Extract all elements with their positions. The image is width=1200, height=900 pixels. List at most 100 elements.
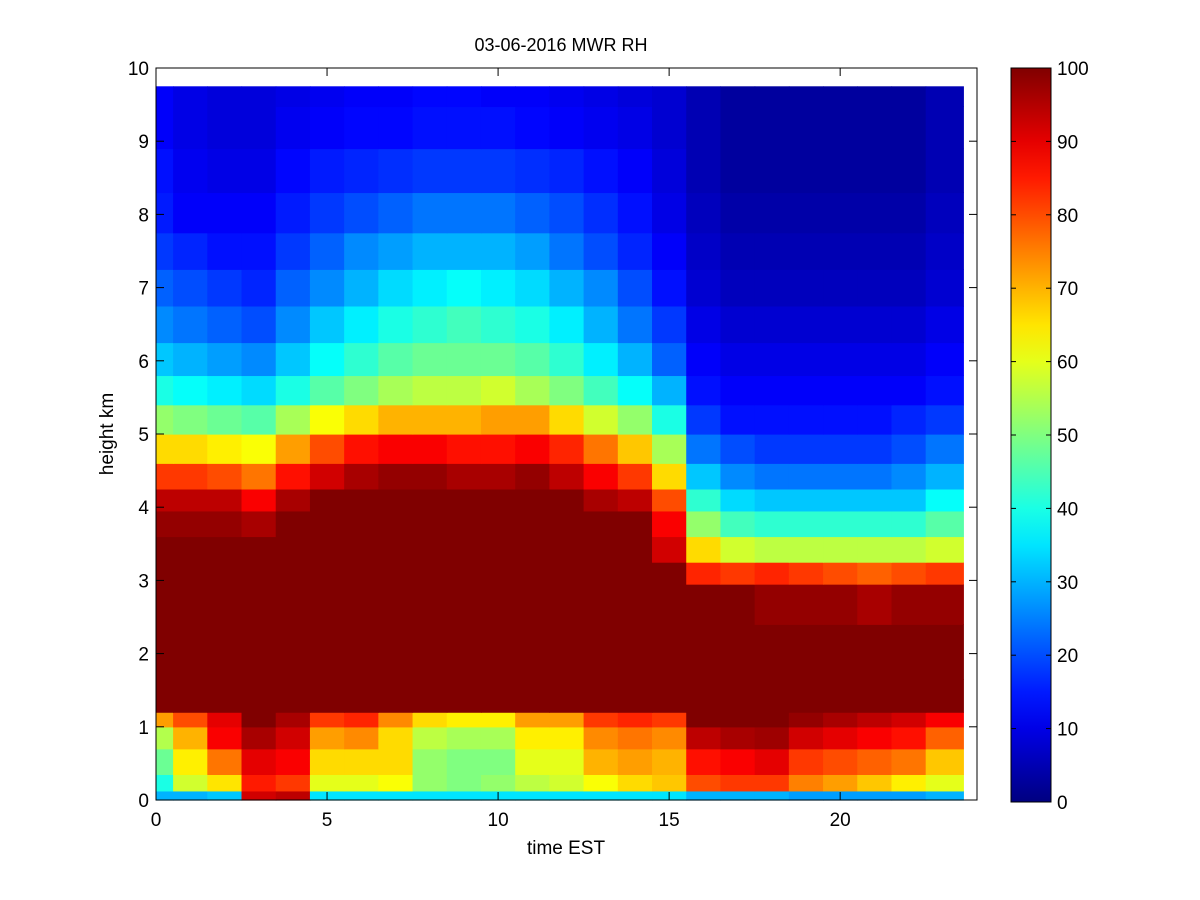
heatmap-cell	[857, 584, 893, 625]
heatmap-cell	[241, 790, 277, 801]
heatmap-cell	[720, 148, 756, 194]
heatmap-cell	[720, 510, 756, 538]
heatmap-cell	[412, 624, 448, 680]
heatmap-cell	[754, 86, 790, 108]
heatmap-cell	[241, 624, 277, 680]
heatmap-cell	[686, 404, 722, 435]
heatmap-cell	[788, 562, 824, 585]
heatmap-cell	[480, 342, 516, 377]
heatmap-cell	[549, 774, 585, 792]
heatmap-cell	[754, 463, 790, 490]
heatmap-cell	[754, 774, 790, 792]
heatmap-cell	[515, 624, 550, 680]
heatmap-cell	[446, 232, 482, 270]
heatmap-cell	[925, 488, 964, 512]
chart-title: 03-06-2016 MWR RH	[474, 35, 647, 55]
heatmap-cell	[857, 434, 893, 464]
heatmap-cell	[686, 510, 722, 538]
heatmap-cell	[156, 712, 174, 728]
heatmap-cell	[720, 584, 756, 625]
heatmap-cell	[686, 269, 722, 307]
heatmap-cell	[754, 726, 790, 750]
heatmap-cell	[275, 712, 311, 728]
heatmap-cell	[241, 86, 277, 108]
y-tick-label: 10	[128, 59, 149, 80]
heatmap-cell	[344, 774, 379, 792]
heatmap-cell	[754, 536, 790, 563]
heatmap-cell	[720, 404, 756, 435]
heatmap-cell	[891, 305, 927, 344]
heatmap-cell	[788, 712, 824, 728]
heatmap-cells	[156, 86, 964, 801]
heatmap-cell	[754, 488, 790, 512]
heatmap-cell	[925, 375, 964, 406]
heatmap-cell	[617, 510, 653, 538]
heatmap-cell	[275, 488, 311, 512]
heatmap-cell	[857, 192, 893, 234]
heatmap-cell	[788, 342, 824, 377]
heatmap-cell	[686, 86, 722, 108]
heatmap-cell	[652, 562, 687, 585]
y-tick-label: 2	[138, 645, 149, 666]
heatmap-cell	[344, 148, 379, 194]
heatmap-cell	[480, 232, 516, 270]
heatmap-cell	[652, 584, 687, 625]
heatmap-cell	[275, 342, 311, 377]
heatmap-cell	[156, 536, 174, 563]
heatmap-cell	[823, 342, 858, 377]
heatmap-cell	[754, 269, 790, 307]
heatmap-cell	[207, 192, 243, 234]
heatmap-cell	[823, 584, 858, 625]
heatmap-cell	[446, 106, 482, 150]
heatmap-cell	[788, 774, 824, 792]
heatmap-cell	[378, 679, 414, 713]
heatmap-cell	[617, 148, 653, 194]
heatmap-cell	[446, 624, 482, 680]
heatmap-cell	[686, 305, 722, 344]
heatmap-cell	[583, 434, 619, 464]
heatmap-cell	[686, 342, 722, 377]
heatmap-cell	[583, 305, 619, 344]
heatmap-cell	[652, 86, 687, 108]
heatmap-cell	[241, 106, 277, 150]
heatmap-cell	[275, 774, 311, 792]
heatmap-cell	[156, 106, 174, 150]
colorbar-tick-label: 0	[1057, 793, 1068, 814]
plot-area: 0 5 10 15 20 0 1 2 3 4 5 6 7 8 9 10	[128, 59, 978, 831]
heatmap-cell	[275, 232, 311, 270]
heatmap-cell	[207, 562, 243, 585]
heatmap-cell	[652, 712, 687, 728]
heatmap-cell	[378, 712, 414, 728]
heatmap-cell	[891, 342, 927, 377]
heatmap-cell	[788, 679, 824, 713]
heatmap-cell	[925, 510, 964, 538]
heatmap-cell	[173, 584, 208, 625]
heatmap-cell	[309, 232, 345, 270]
heatmap-cell	[344, 404, 379, 435]
heatmap-cell	[275, 86, 311, 108]
heatmap-cell	[344, 624, 379, 680]
heatmap-cell	[412, 488, 448, 512]
heatmap-cell	[720, 790, 756, 801]
heatmap-cell	[925, 790, 964, 801]
heatmap-cell	[857, 679, 893, 713]
heatmap-cell	[241, 463, 277, 490]
heatmap-cell	[686, 463, 722, 490]
heatmap-cell	[891, 510, 927, 538]
heatmap-cell	[241, 342, 277, 377]
heatmap-cell	[378, 748, 414, 775]
heatmap-cell	[156, 305, 174, 344]
heatmap-cell	[156, 584, 174, 625]
heatmap-cell	[754, 106, 790, 150]
heatmap-cell	[857, 712, 893, 728]
heatmap-cell	[515, 584, 550, 625]
heatmap-cell	[156, 488, 174, 512]
heatmap-cell	[617, 192, 653, 234]
heatmap-cell	[446, 86, 482, 108]
heatmap-cell	[549, 434, 585, 464]
heatmap-cell	[378, 404, 414, 435]
heatmap-cell	[275, 404, 311, 435]
heatmap-cell	[583, 463, 619, 490]
heatmap-cell	[754, 434, 790, 464]
heatmap-cell	[583, 748, 619, 775]
